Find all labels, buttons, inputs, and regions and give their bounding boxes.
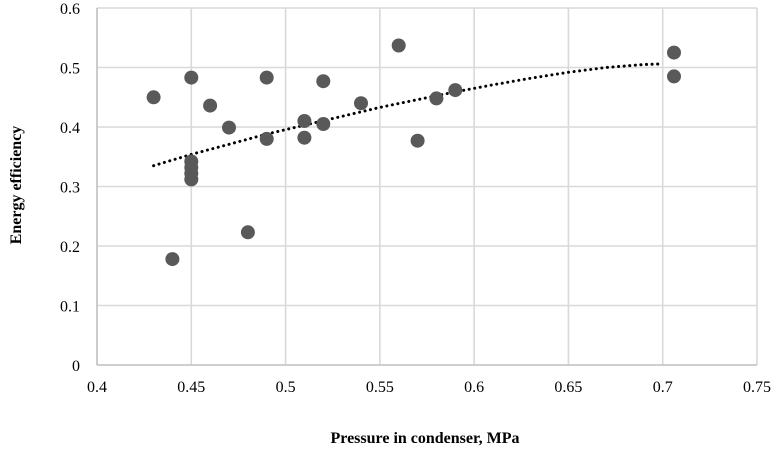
data-point (184, 172, 199, 187)
x-tick-label: 0.55 (366, 379, 394, 396)
data-point (667, 69, 681, 84)
y-tick-label: 0 (72, 358, 80, 375)
x-tick-label: 0.75 (743, 379, 771, 396)
data-point (222, 120, 236, 135)
trendline (152, 62, 665, 168)
data-point (316, 74, 331, 89)
grid (96, 7, 758, 366)
y-tick-label: 0.6 (60, 1, 80, 18)
data-point (297, 130, 312, 145)
data-point (354, 96, 368, 111)
x-axis-title: Pressure in condenser, MPa (330, 430, 519, 447)
data-point (448, 83, 463, 98)
y-tick-label: 0.3 (60, 180, 80, 197)
x-tick-label: 0.4 (87, 379, 107, 396)
data-point (667, 45, 681, 60)
y-tick-label: 0.1 (60, 299, 80, 316)
data-point (410, 133, 425, 148)
data-point (297, 114, 312, 128)
data-point (203, 98, 218, 113)
y-tick-label: 0.2 (60, 239, 80, 256)
y-axis-title: Energy efficiency (8, 126, 25, 245)
data-point (184, 70, 199, 85)
trendline-path (152, 62, 665, 168)
x-tick-label: 0.45 (177, 379, 205, 396)
tick-labels: 0.4 0.45 0.5 0.55 0.6 0.65 0.7 0.75 0 0.1 0.2 0.3 0.… (60, 1, 771, 396)
data-point (259, 131, 274, 146)
data-points (146, 38, 681, 267)
y-tick-label: 0.5 (60, 61, 80, 78)
data-point (316, 117, 331, 131)
x-tick-label: 0.6 (464, 379, 484, 396)
data-point (429, 91, 444, 106)
x-tick-label: 0.5 (276, 379, 296, 396)
data-point (146, 90, 161, 105)
x-tick-label: 0.65 (554, 379, 582, 396)
x-tick-label: 0.7 (653, 379, 673, 396)
data-point (165, 252, 180, 267)
data-point (240, 225, 255, 240)
data-point (259, 70, 274, 85)
y-tick-label: 0.4 (60, 120, 80, 137)
data-point (391, 38, 406, 53)
